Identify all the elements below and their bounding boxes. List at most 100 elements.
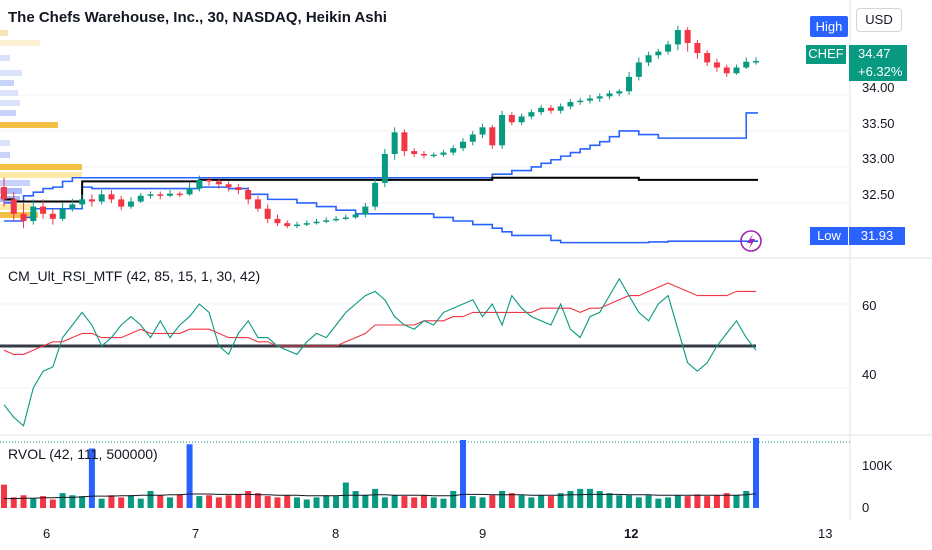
candle xyxy=(30,206,37,222)
candle xyxy=(499,115,506,146)
volume-bar xyxy=(40,496,47,508)
volume-bar xyxy=(557,493,564,508)
candle xyxy=(98,194,105,202)
candle xyxy=(372,182,379,207)
volume-bar xyxy=(479,497,486,508)
volume-bar xyxy=(137,498,144,508)
volume-bar xyxy=(577,488,584,508)
candle xyxy=(313,221,320,224)
volume-bar xyxy=(694,494,701,508)
candle xyxy=(69,204,76,209)
high-button[interactable]: High xyxy=(810,16,848,37)
volume-bar xyxy=(79,496,86,508)
volume-average-line xyxy=(4,493,757,500)
candle xyxy=(489,127,496,146)
candle xyxy=(469,134,476,142)
candle xyxy=(323,220,330,222)
candle xyxy=(430,154,437,157)
volume-bar xyxy=(313,497,320,508)
candle xyxy=(450,148,457,153)
candle xyxy=(293,224,300,227)
volume-bar xyxy=(215,497,222,508)
volume-bar xyxy=(489,495,496,508)
price-tick-label: 34.00 xyxy=(862,80,895,95)
volume-bar xyxy=(303,499,310,508)
alert-icon[interactable] xyxy=(740,230,762,252)
volume-bar xyxy=(362,495,369,508)
volume-bar xyxy=(655,498,662,508)
candle xyxy=(645,55,652,63)
candle xyxy=(733,67,740,74)
volume-bar xyxy=(567,491,574,508)
volume-bar xyxy=(333,496,340,508)
currency-button[interactable]: USD xyxy=(856,8,902,32)
candle xyxy=(1,187,7,200)
price-tick-label: 33.50 xyxy=(862,116,895,131)
candle xyxy=(215,181,222,185)
rsi-indicator-label[interactable]: CM_Ult_RSI_MTF (42, 85, 15, 1, 30, 42) xyxy=(8,268,261,284)
candle xyxy=(538,107,545,113)
candle xyxy=(59,208,66,219)
candle xyxy=(137,195,144,202)
candle xyxy=(635,62,642,77)
candle xyxy=(665,44,672,52)
volume-bar xyxy=(206,495,213,508)
volume-bar xyxy=(157,495,164,508)
symbol-tag: CHEF xyxy=(806,45,846,64)
candle xyxy=(567,102,574,107)
candle xyxy=(186,188,193,195)
volume-bar xyxy=(743,491,750,508)
volume-bar xyxy=(469,496,476,508)
candle xyxy=(616,91,623,94)
candle xyxy=(547,107,554,111)
mid-band-line xyxy=(4,176,758,203)
volume-bar xyxy=(411,497,418,508)
candle xyxy=(235,187,242,191)
candle xyxy=(118,199,125,207)
volume-bar xyxy=(98,498,105,508)
time-tick-label: 8 xyxy=(332,526,340,541)
candle xyxy=(391,132,398,154)
volume-bar xyxy=(713,495,720,508)
volume-bar xyxy=(1,484,7,508)
candle xyxy=(381,153,388,183)
candle xyxy=(79,199,86,205)
volume-bar xyxy=(665,497,672,508)
volume-bar xyxy=(69,495,76,508)
low-label: Low xyxy=(810,227,848,245)
candle xyxy=(684,30,691,43)
volume-bar xyxy=(108,495,115,508)
candle xyxy=(723,67,730,74)
volume-tick-label: 0 xyxy=(862,500,870,515)
volume-bar xyxy=(528,497,535,508)
lower-band-line xyxy=(4,186,758,244)
candle xyxy=(264,208,271,219)
volume-profile-bar xyxy=(0,110,16,116)
candle xyxy=(225,184,232,188)
volume-bar xyxy=(704,496,711,508)
volume-profile-bar xyxy=(0,140,10,146)
rvol-indicator-label[interactable]: RVOL (42, 111, 500000) xyxy=(8,446,158,462)
candle xyxy=(352,214,359,218)
volume-bar xyxy=(381,497,388,508)
candle xyxy=(40,206,47,214)
candle xyxy=(420,153,427,156)
candle xyxy=(362,206,369,215)
volume-profile-bar xyxy=(0,100,20,106)
candle xyxy=(274,218,281,224)
time-tick-label: 9 xyxy=(479,526,487,541)
candle xyxy=(586,98,593,101)
candle xyxy=(108,194,115,200)
volume-profile-bar xyxy=(0,40,40,46)
upper-band-line xyxy=(4,112,758,204)
volume-bar xyxy=(254,493,261,508)
last-price-tag: 34.47 +6.32% xyxy=(849,45,907,81)
volume-profile-bar xyxy=(0,172,82,178)
candle xyxy=(88,199,95,202)
volume-bar xyxy=(293,497,300,508)
candle xyxy=(206,179,213,182)
volume-bar xyxy=(88,448,95,508)
candle xyxy=(557,106,564,111)
